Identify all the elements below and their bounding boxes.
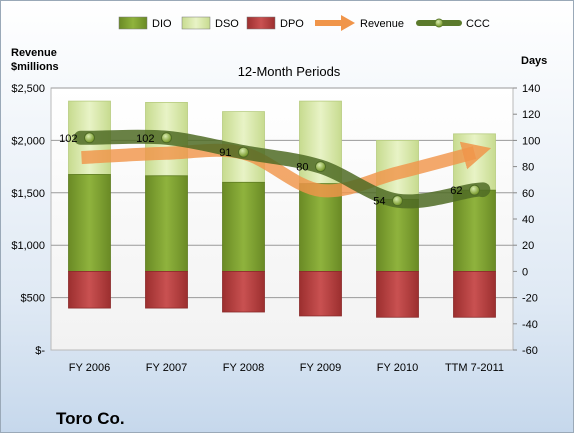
ccc-data-label: 54 xyxy=(373,196,385,208)
ccc-data-label: 80 xyxy=(296,162,308,174)
company-name: Toro Co. xyxy=(56,409,125,428)
right-tick-label: 60 xyxy=(522,188,534,200)
ccc-data-label: 62 xyxy=(450,185,462,197)
chart-title: 12-Month Periods xyxy=(238,64,341,79)
legend-item-revenue: Revenue xyxy=(315,15,404,31)
right-tick-label: 100 xyxy=(522,135,540,147)
right-tick-label: 120 xyxy=(522,109,540,121)
legend-item-dio: DIO xyxy=(118,16,172,30)
legend-item-dpo: DPO xyxy=(246,16,304,30)
ccc-point xyxy=(392,195,403,207)
legend-label: DSO xyxy=(215,18,239,30)
legend-item-ccc: CCC xyxy=(416,18,490,30)
axes: $- $500 $1,000 $1,500 $2,000 $2,500 -60 -40 -20 0… xyxy=(11,83,540,374)
ccc-point xyxy=(315,161,326,173)
left-axis-title-line1: Revenue xyxy=(11,47,57,59)
dpo-bar xyxy=(299,270,342,317)
right-tick-label: 20 xyxy=(522,240,534,252)
legend-label: CCC xyxy=(466,18,490,30)
revenue-line xyxy=(81,141,492,198)
lines: 102 102 91 80 54 62 xyxy=(59,129,492,209)
legend-swatch-icon xyxy=(181,16,211,30)
category-label: TTM 7-2011 xyxy=(445,362,504,374)
category-label: FY 2007 xyxy=(146,362,187,374)
category-label: FY 2008 xyxy=(223,362,264,374)
plot-area xyxy=(50,87,514,351)
left-tick-label: $500 xyxy=(21,293,45,305)
legend-label: Revenue xyxy=(360,18,404,30)
category-label: FY 2010 xyxy=(377,362,418,374)
legend-swatch-icon xyxy=(246,16,276,30)
right-tick-label: 0 xyxy=(522,266,528,278)
dpo-bar xyxy=(376,270,419,318)
legend: DIO DSO DPO Revenue CCC xyxy=(118,15,490,31)
right-tick-label: 80 xyxy=(522,162,534,174)
ccc-data-label: 102 xyxy=(136,133,154,145)
dpo-bar xyxy=(145,270,188,309)
right-tick-label: -60 xyxy=(522,345,538,357)
legend-label: DIO xyxy=(152,18,172,30)
left-tick-label: $1,000 xyxy=(11,240,45,252)
left-axis-title-line2: $millions xyxy=(11,61,59,73)
dpo-bar xyxy=(453,270,496,318)
dio-bar xyxy=(299,183,342,272)
dio-bar xyxy=(222,181,265,272)
ccc-data-label: 102 xyxy=(59,133,77,145)
dpo-bar xyxy=(68,270,111,309)
dio-bar xyxy=(68,174,111,272)
left-tick-label: $2,000 xyxy=(11,135,45,147)
category-label: FY 2006 xyxy=(69,362,110,374)
right-tick-label: 40 xyxy=(522,214,534,226)
dio-bar xyxy=(145,175,188,272)
ccc-line xyxy=(73,129,491,209)
category-label: FY 2009 xyxy=(300,362,341,374)
dio-bar xyxy=(376,198,419,272)
right-tick-label: 140 xyxy=(522,83,540,95)
ccc-data-label: 91 xyxy=(219,147,231,159)
dio-bar xyxy=(453,189,496,272)
left-tick-label: $2,500 xyxy=(11,83,45,95)
legend-swatch-icon xyxy=(118,16,148,30)
legend-marker-icon xyxy=(434,18,444,28)
ccc-point xyxy=(469,184,480,196)
dpo-bar xyxy=(222,270,265,313)
left-tick-label: $1,500 xyxy=(11,188,45,200)
ccc-point xyxy=(238,146,249,158)
right-tick-label: -40 xyxy=(522,319,538,331)
ccc-point xyxy=(84,132,95,144)
legend-arrow-head-icon xyxy=(341,15,355,31)
legend-label: DPO xyxy=(280,18,304,30)
left-tick-label: $- xyxy=(35,345,45,357)
right-axis-title: Days xyxy=(521,55,547,67)
legend-item-dso: DSO xyxy=(181,16,239,30)
ccc-point xyxy=(161,132,172,144)
right-tick-label: -20 xyxy=(522,293,538,305)
